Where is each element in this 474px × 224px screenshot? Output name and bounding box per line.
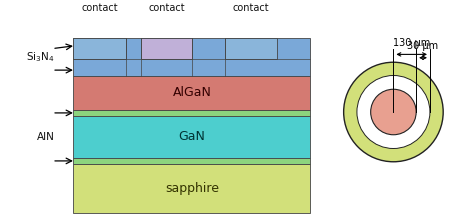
Ellipse shape [371,89,416,135]
Bar [73,38,126,59]
Text: 130 μm: 130 μm [393,38,430,48]
Bar [73,164,310,213]
Bar [141,38,192,59]
Text: Ohmic
contact: Ohmic contact [233,0,270,13]
Bar [73,38,310,76]
Text: AlN: AlN [36,132,55,142]
Text: sapphire: sapphire [165,182,219,195]
Text: Schottky
contact: Schottky contact [146,0,188,13]
Ellipse shape [357,75,430,149]
Bar [225,38,277,59]
Ellipse shape [344,62,443,162]
Bar [73,76,310,110]
Text: Ohmic
contact: Ohmic contact [81,0,118,13]
Bar [73,116,310,158]
Text: GaN: GaN [179,130,205,143]
Bar [73,158,310,164]
Text: 30 μm: 30 μm [408,41,438,51]
Text: AlGaN: AlGaN [173,86,211,99]
Text: Si$_3$N$_4$: Si$_3$N$_4$ [26,50,55,64]
Bar [73,110,310,116]
